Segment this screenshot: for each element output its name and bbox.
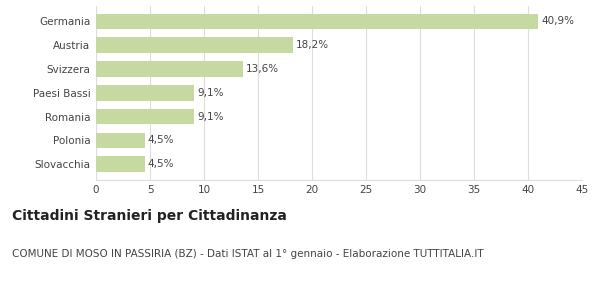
Bar [96,156,145,172]
Text: 4,5%: 4,5% [148,135,175,145]
Text: Cittadini Stranieri per Cittadinanza: Cittadini Stranieri per Cittadinanza [12,209,287,223]
Bar [96,133,145,148]
Text: 40,9%: 40,9% [541,17,574,26]
Text: 9,1%: 9,1% [197,88,224,98]
Bar [96,61,243,77]
Bar [96,109,194,124]
Text: COMUNE DI MOSO IN PASSIRIA (BZ) - Dati ISTAT al 1° gennaio - Elaborazione TUTTIT: COMUNE DI MOSO IN PASSIRIA (BZ) - Dati I… [12,249,484,259]
Text: 13,6%: 13,6% [246,64,279,74]
Text: 18,2%: 18,2% [296,40,329,50]
Bar [96,85,194,101]
Text: 4,5%: 4,5% [148,159,175,169]
Bar [96,37,293,53]
Bar [96,14,538,29]
Text: 9,1%: 9,1% [197,112,224,122]
